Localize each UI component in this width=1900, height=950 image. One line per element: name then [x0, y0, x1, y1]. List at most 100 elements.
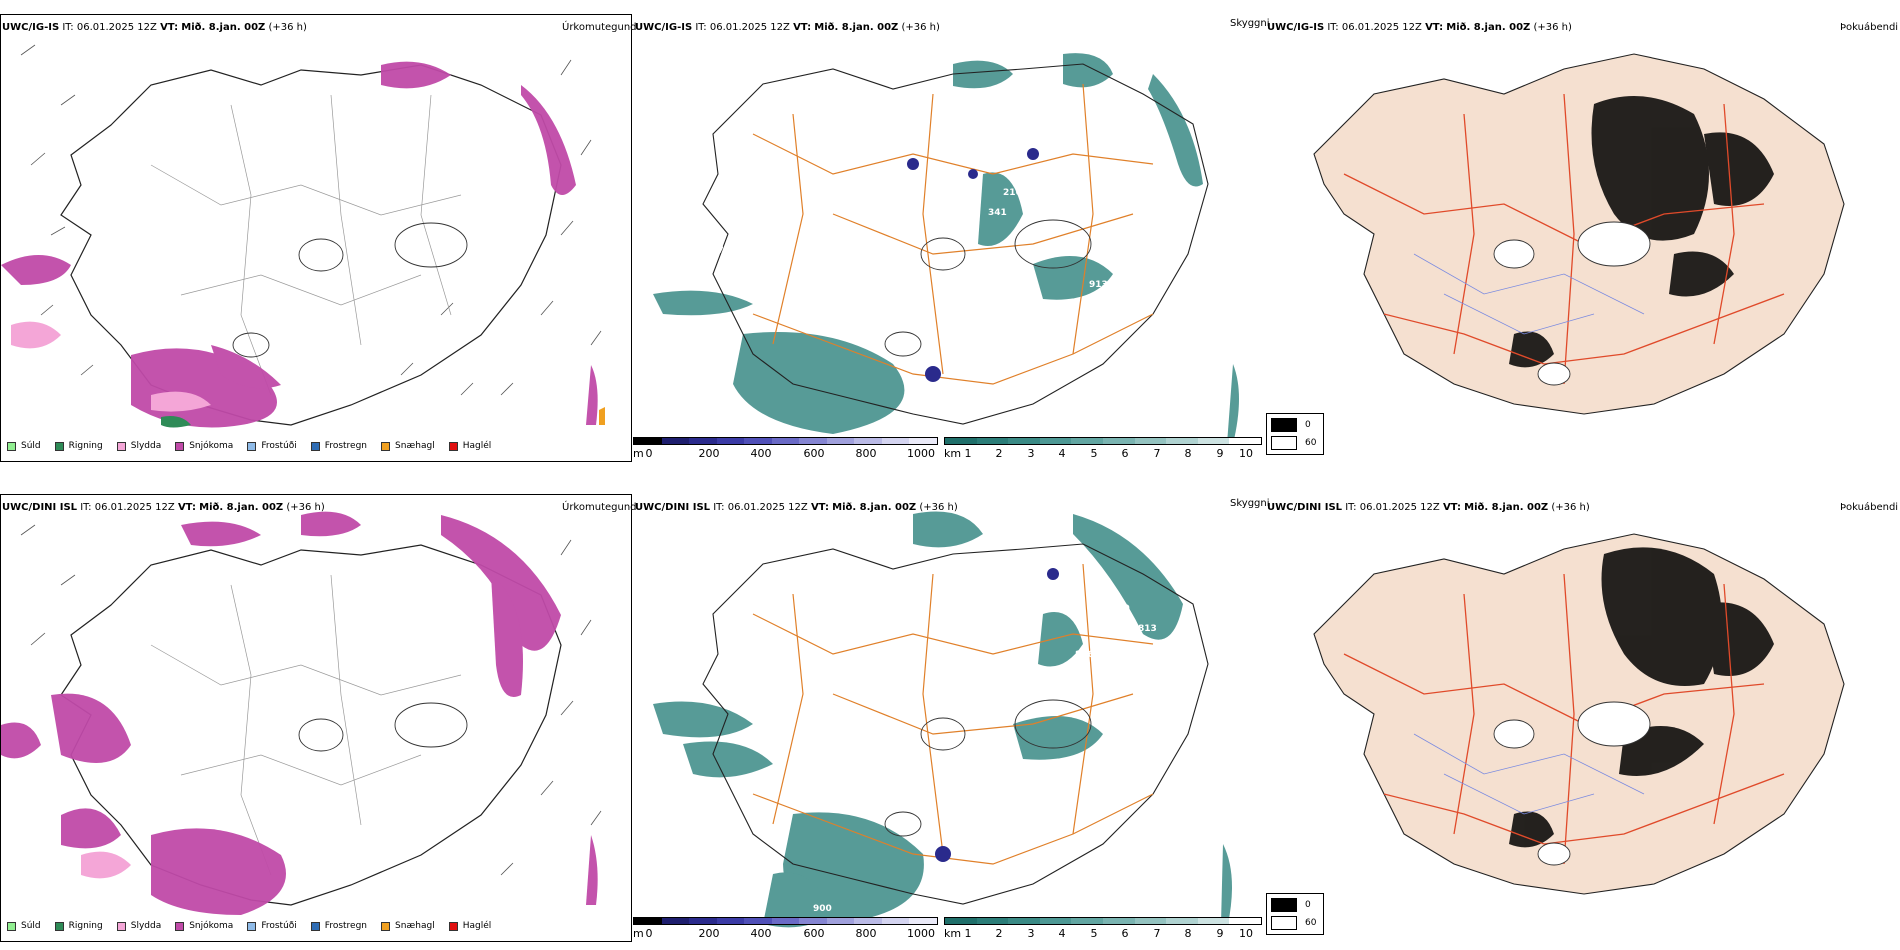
cloud-base-colorbar-row1: m 0 200 400 600 800 1000 — [633, 437, 938, 461]
fog-key-label: 0 — [1305, 900, 1311, 910]
it-value: 06.01.2025 12Z — [76, 22, 157, 33]
legend-swatch — [310, 921, 320, 931]
cloud-base-colorbar-fill — [633, 437, 938, 445]
cloud-base-tick: 800 — [855, 927, 877, 940]
legend-label: Súld — [21, 441, 41, 451]
legend-label: Rigning — [68, 921, 103, 931]
model-name: UWC/DINI ISL — [635, 502, 711, 513]
visibility-unit: km — [944, 447, 962, 460]
visibility-value-label: 915 — [1178, 634, 1197, 644]
fog-key-row2: 0 60 — [1266, 893, 1324, 935]
visibility-tick: 4 — [1058, 447, 1066, 460]
cloud-base-tick: 600 — [803, 447, 825, 460]
legend-label: Frostúði — [261, 441, 297, 451]
legend-label: Frostregn — [324, 921, 368, 931]
lead-time: (+36 h) — [268, 22, 307, 33]
legend-item-frostregn: Frostregn — [310, 441, 367, 451]
cloud-base-tick: 1000 — [907, 447, 935, 460]
visibility-map-row1 — [653, 53, 1239, 444]
fog-key-swatch — [1271, 916, 1297, 930]
fog-key-item: 60 — [1271, 436, 1319, 450]
legend-item-haglel: Haglél — [448, 441, 491, 451]
panel-title-visibility-row2: Skyggni — [1230, 498, 1270, 509]
run-header-row1-panel1: UWC/IG-IS IT: 06.01.2025 12Z VT: Mið. 8.… — [2, 22, 307, 34]
visibility-tick: 2 — [995, 447, 1003, 460]
vt-label: VT: — [160, 22, 179, 33]
legend-label: Súld — [21, 921, 41, 931]
legend-swatch — [175, 921, 185, 931]
visibility-value-label: 216 — [1003, 188, 1022, 198]
fog-key-swatch — [1271, 418, 1297, 432]
vt-label: VT: — [810, 502, 829, 513]
panel-title-visibility-row1: Skyggni — [1230, 18, 1270, 29]
it-label: IT: — [1327, 22, 1339, 33]
visibility-tick: 6 — [1121, 447, 1129, 460]
fog-key-item: 60 — [1271, 916, 1319, 930]
legend-label: Rigning — [68, 441, 103, 451]
it-label: IT: — [1345, 502, 1357, 513]
lead-time: (+36 h) — [1533, 22, 1572, 33]
it-label: IT: — [80, 502, 92, 513]
visibility-tick: 6 — [1121, 927, 1129, 940]
visibility-tick: 2 — [995, 927, 1003, 940]
visibility-panel-row1: 216 341 205 197 913 113 — [633, 14, 1263, 462]
visibility-tick: 10 — [1239, 927, 1253, 940]
fog-key-swatch — [1271, 436, 1297, 450]
visibility-value-label: 886 — [1075, 650, 1094, 660]
visibility-tick: 8 — [1184, 927, 1192, 940]
lead-time: (+36 h) — [919, 502, 958, 513]
fog-map-row1 — [1313, 53, 1845, 415]
legend-item-rigning: Rigning — [54, 441, 103, 451]
legend-label: Snæhagl — [395, 921, 435, 931]
legend-swatch — [381, 441, 391, 451]
it-label: IT: — [713, 502, 725, 513]
visibility-tick: 1 — [964, 927, 972, 940]
vt-value: Mið. 8.jan. 00Z — [814, 22, 899, 33]
run-header-row2-panel1: UWC/DINI ISL IT: 06.01.2025 12Z VT: Mið.… — [2, 502, 325, 514]
visibility-tick: 10 — [1239, 447, 1253, 460]
visibility-value-label: 205 — [1071, 174, 1090, 184]
visibility-tick: 9 — [1216, 927, 1224, 940]
legend-swatch — [116, 921, 126, 931]
legend-label: Snjókoma — [189, 441, 234, 451]
run-header-row2-panel3: UWC/DINI ISL IT: 06.01.2025 12Z VT: Mið.… — [1267, 502, 1590, 514]
legend-swatch — [247, 441, 257, 451]
legend-swatch — [54, 441, 64, 451]
vt-label: VT: — [793, 22, 812, 33]
visibility-value-label: 341 — [988, 208, 1007, 218]
model-name: UWC/DINI ISL — [1267, 502, 1343, 513]
cloud-base-tick: 200 — [698, 927, 720, 940]
legend-label: Snjókoma — [189, 921, 234, 931]
precip-type-legend-row2: Súld Rigning Slydda Snjókoma Frostúði Fr… — [7, 921, 505, 931]
lead-time: (+36 h) — [286, 502, 325, 513]
cloud-base-tick: 600 — [803, 927, 825, 940]
vt-label: VT: — [1425, 22, 1444, 33]
panel-title-precip-type-row2: Úrkomutegund — [562, 502, 637, 513]
vt-value: Mið. 8.jan. 00Z — [1464, 502, 1549, 513]
legend-label: Slydda — [130, 441, 162, 451]
fog-key-label: 60 — [1305, 438, 1317, 448]
visibility-tick: 1 — [964, 447, 972, 460]
vt-value: Mið. 8.jan. 00Z — [832, 502, 917, 513]
model-name: UWC/DINI ISL — [2, 502, 78, 513]
visibility-unit: km — [944, 927, 962, 940]
legend-swatch — [448, 441, 458, 451]
legend-item-slydda: Slydda — [116, 921, 161, 931]
it-value: 06.01.2025 12Z — [727, 502, 808, 513]
visibility-value-label: 913 — [1089, 280, 1108, 290]
visibility-panel-row2: 830 813 915 944 886 900 163 — [633, 494, 1263, 942]
legend-item-sudd: Súld — [7, 441, 41, 451]
fog-key-label: 60 — [1305, 918, 1317, 928]
legend-label: Snæhagl — [395, 441, 435, 451]
precip-type-panel-row2: Súld Rigning Slydda Snjókoma Frostúði Fr… — [0, 494, 632, 942]
legend-swatch — [310, 441, 320, 451]
model-name: UWC/IG-IS — [2, 22, 60, 33]
visibility-value-label: 163 — [937, 868, 956, 878]
legend-label: Haglél — [462, 921, 492, 931]
it-label: IT: — [695, 22, 707, 33]
visibility-colorbar-row2: km 1 2 3 4 5 6 7 8 9 10 — [944, 917, 1262, 941]
cloud-base-tick: 400 — [750, 447, 772, 460]
run-header-row2-panel2: UWC/DINI ISL IT: 06.01.2025 12Z VT: Mið.… — [635, 502, 958, 514]
visibility-value-label: 944 — [1173, 650, 1192, 660]
fog-key-item: 0 — [1271, 898, 1319, 912]
